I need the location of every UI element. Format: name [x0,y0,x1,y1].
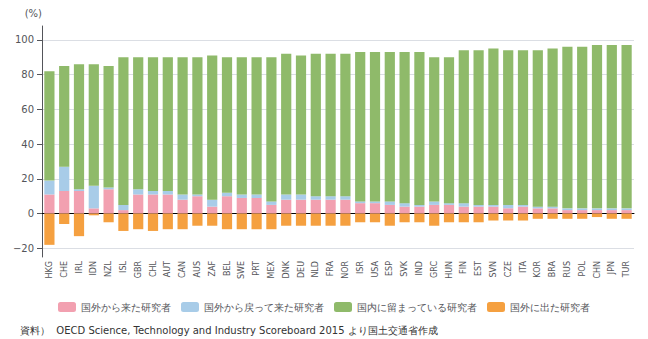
svg-text:NZL: NZL [104,260,113,276]
svg-text:GRC: GRC [430,261,439,278]
svg-text:CHN: CHN [593,261,602,279]
svg-text:ESP: ESP [385,261,394,276]
svg-text:HUN: HUN [445,261,454,279]
svg-text:CHE: CHE [60,261,69,278]
svg-text:SVK: SVK [400,260,409,277]
svg-text:USA: USA [371,260,380,277]
svg-text:BRA: BRA [548,260,557,277]
svg-text:EST: EST [474,261,483,276]
svg-text:JPN: JPN [607,261,616,275]
svg-text:0: 0 [28,208,34,219]
svg-text:NOR: NOR [341,261,350,279]
svg-text:PRT: PRT [252,261,261,276]
svg-text:ITA: ITA [519,260,528,273]
svg-text:国内に留まっている研究者: 国内に留まっている研究者 [357,302,477,313]
svg-text:60: 60 [21,104,34,115]
svg-text:ISR: ISR [356,261,365,274]
svg-text:(%): (%) [25,8,42,19]
svg-text:SWE: SWE [237,261,246,279]
svg-text:20: 20 [21,173,34,184]
svg-text:AUS: AUS [193,261,202,277]
svg-text:MEX: MEX [267,260,276,278]
svg-text:NLD: NLD [311,261,320,278]
svg-text:資料） OECD Science, Technology: 資料） OECD Science, Technology and Industr… [20,325,438,336]
svg-text:100: 100 [15,34,34,45]
svg-text:国外に出た研究者: 国外に出た研究者 [510,302,590,313]
svg-text:FRA: FRA [326,260,335,276]
svg-text:FIN: FIN [459,261,468,274]
svg-text:DEU: DEU [297,261,306,278]
svg-text:IND: IND [415,261,424,276]
svg-text:RUS: RUS [563,261,572,278]
svg-text:GBR: GBR [134,261,143,279]
svg-text:POL: POL [578,260,587,276]
svg-text:AUT: AUT [163,261,172,277]
svg-text:40: 40 [21,139,34,150]
svg-text:IRL: IRL [75,260,84,273]
svg-text:SVN: SVN [489,261,498,278]
svg-text:ISL: ISL [119,260,128,272]
svg-text:80: 80 [21,69,34,80]
svg-text:TUR: TUR [622,261,631,279]
svg-text:CAN: CAN [178,261,187,278]
svg-text:ZAF: ZAF [208,261,217,277]
svg-text:IDN: IDN [89,261,98,276]
svg-text:CZE: CZE [504,261,513,277]
svg-text:CHL: CHL [149,260,158,277]
svg-text:KOR: KOR [533,261,542,278]
svg-text:HKG: HKG [45,261,54,278]
svg-text:DNK: DNK [282,260,291,278]
svg-text:国外から来た研究者: 国外から来た研究者 [81,302,171,313]
svg-text:国外から戻って来た研究者: 国外から戻って来た研究者 [204,302,324,313]
svg-text:−20: −20 [13,243,34,254]
svg-text:BEL: BEL [223,260,232,276]
